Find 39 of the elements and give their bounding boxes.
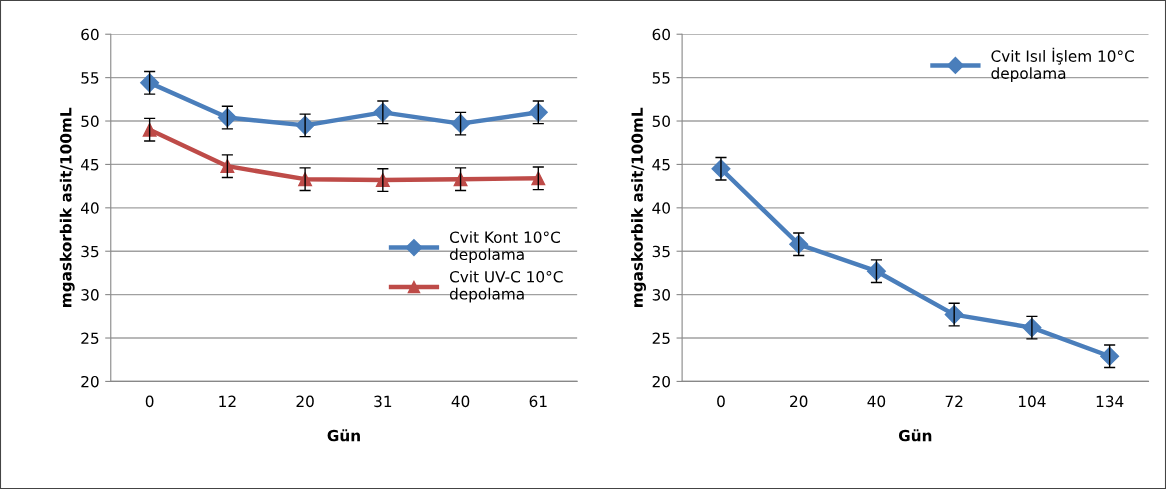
y-tick-label: 35 [652,245,670,258]
y-tick-label: 45 [652,159,670,171]
y-tick-label: 35 [81,245,99,258]
y-tick-label: 50 [81,115,99,128]
x-tick-label: 134 [1096,395,1124,408]
legend-label: Cvit Kont 10°C depolama [449,231,560,264]
x-tick-label: 72 [945,395,963,407]
x-tick-label: 0 [145,395,154,408]
x-tick-label: 20 [790,395,808,408]
point [866,261,886,281]
y-tick-label: 25 [81,332,99,345]
legend-label: Cvit Isıl İşlem 10°C depolama [991,47,1134,82]
y-tick-label: 20 [81,375,99,388]
x-tick-label: 61 [529,395,547,408]
y-tick-label: 45 [80,159,99,171]
x-tick-label: 40 [867,395,886,408]
y-tick-label: 60 [652,28,670,41]
y-tick-label: 55 [81,72,99,84]
x-axis-title: Gün [327,429,360,442]
x-tick-label: 12 [219,395,236,407]
y-tick-label: 30 [81,289,99,301]
y-tick-label: 55 [652,72,670,84]
legend-label: Cvit UV-C 10°C depolama [449,270,563,303]
x-tick-label: 31 [374,395,392,408]
x-tick-label: 20 [296,395,314,408]
x-tick-label: 0 [717,395,725,408]
point [528,102,548,122]
y-tick-label: 50 [652,115,670,128]
y-axis-title: mgaskorbik asit/100mL [59,107,75,307]
y-axis-title: mgaskorbik asit/100mL [631,107,646,307]
y-tick-label: 60 [81,28,99,41]
y-tick-label: 20 [652,375,670,388]
x-axis-title: Gün [898,429,932,442]
y-tick-label: 40 [80,202,99,214]
y-tick-label: 25 [652,332,670,345]
y-tick-label: 30 [652,289,670,301]
x-tick-label: 40 [451,395,470,408]
y-tick-label: 40 [652,202,670,214]
x-tick-label: 104 [1019,395,1046,408]
